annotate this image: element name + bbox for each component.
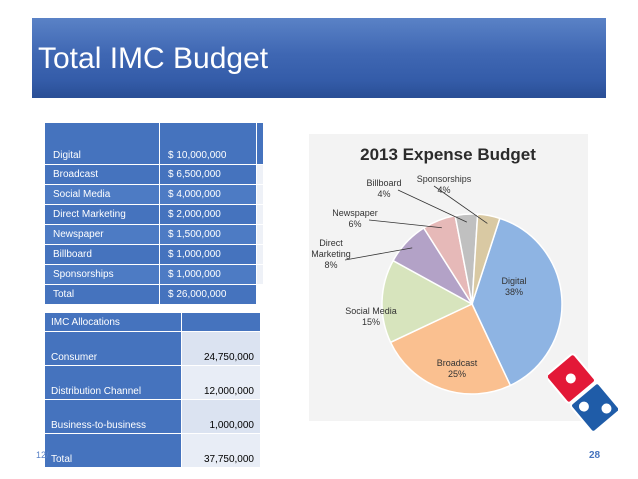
allocation-value: 12,000,000 [181, 365, 261, 400]
title-bar: Total IMC Budget [32, 18, 606, 98]
expense-value: $ 4,000,000 [159, 184, 257, 205]
table-cell-spacer [256, 284, 264, 305]
allocation-label: Consumer [44, 331, 182, 366]
allocation-label: Total [44, 433, 182, 468]
table-row: Direct Marketing $ 2,000,000 [44, 204, 264, 225]
expense-table: Digital $ 10,000,000 Broadcast $ 6,500,0… [44, 122, 264, 305]
allocation-value: 37,750,000 [181, 433, 261, 468]
expense-label: Social Media [44, 184, 160, 205]
pie-slice-digital [471, 217, 563, 387]
allocation-label: Distribution Channel [44, 365, 182, 400]
footer-date: 12/ [36, 450, 49, 460]
pie-slice-social-media [381, 259, 474, 344]
expense-pie-chart: 2013 Expense Budget Digital 38% Broadcast 2… [309, 134, 588, 421]
page-number: 28 [589, 450, 601, 461]
allocation-value: 24,750,000 [181, 331, 261, 366]
expense-label: Direct Marketing [44, 204, 160, 225]
pie-slice-broadcast [389, 303, 512, 395]
pie-label-broadcast: Broadcast 25% [437, 358, 478, 379]
pie-label-billboard: Billboard 4% [366, 178, 401, 199]
table-row: Billboard $ 1,000,000 [44, 244, 264, 265]
table-cell-spacer [256, 244, 264, 265]
slide-title: Total IMC Budget [38, 42, 269, 75]
expense-label: Digital [44, 122, 160, 165]
allocation-value: 1,000,000 [181, 399, 261, 434]
table-row: Business-to-business 1,000,000 [44, 399, 261, 434]
title-bar-shade [32, 80, 606, 98]
expense-value: $ 6,500,000 [159, 164, 257, 185]
expense-value: $ 1,500,000 [159, 224, 257, 245]
expense-label: Newspaper [44, 224, 160, 245]
allocation-label: Business-to-business [44, 399, 182, 434]
table-row: IMC Allocations [44, 312, 261, 332]
table-row: Total 37,750,000 [44, 433, 261, 468]
expense-label: Total [44, 284, 160, 305]
table-cell-spacer [256, 204, 264, 225]
pie-leader-line [368, 219, 442, 229]
expense-label: Billboard [44, 244, 160, 265]
pie-leader-line [344, 247, 413, 261]
allocation-header-spacer [181, 312, 261, 332]
table-row: Total $ 26,000,000 [44, 284, 264, 305]
table-cell-spacer [256, 264, 264, 285]
pie-labels: Digital 38% Broadcast 25% Social Media 15% Dir… [311, 174, 526, 379]
expense-value: $ 10,000,000 [159, 122, 257, 165]
pie-label-direct-marketing: Direct Marketing 8% [311, 238, 351, 270]
pie-label-social-media: Social Media 15% [345, 306, 397, 327]
expense-value: $ 1,000,000 [159, 244, 257, 265]
table-row: Social Media $ 4,000,000 [44, 184, 264, 205]
pie-leader-line [397, 189, 468, 223]
chart-title: 2013 Expense Budget [360, 145, 536, 164]
allocation-table: IMC Allocations Consumer 24,750,000 Dist… [44, 312, 261, 468]
table-cell-spacer [256, 122, 264, 165]
pie-chart-svg: 2013 Expense Budget Digital 38% Broadcast 2… [311, 145, 563, 395]
table-cell-spacer [256, 184, 264, 205]
pie-slices [381, 213, 563, 395]
table-row: Consumer 24,750,000 [44, 331, 261, 366]
expense-label: Sponsorships [44, 264, 160, 285]
expense-value: $ 26,000,000 [159, 284, 257, 305]
table-row: Distribution Channel 12,000,000 [44, 365, 261, 400]
pie-label-newspaper: Newspaper 6% [332, 208, 378, 229]
table-row: Digital $ 10,000,000 [44, 122, 264, 165]
domino-logo-icon [548, 353, 618, 433]
pie-label-digital: Digital 38% [501, 276, 526, 297]
expense-label: Broadcast [44, 164, 160, 185]
expense-value: $ 2,000,000 [159, 204, 257, 225]
table-row: Sponsorships $ 1,000,000 [44, 264, 264, 285]
expense-value: $ 1,000,000 [159, 264, 257, 285]
pie-leader-line [433, 185, 488, 224]
table-row: Newspaper $ 1,500,000 [44, 224, 264, 245]
table-cell-spacer [256, 164, 264, 185]
table-cell-spacer [256, 224, 264, 245]
table-row: Broadcast $ 6,500,000 [44, 164, 264, 185]
pie-label-sponsorships: Sponsorships 4% [417, 174, 472, 195]
allocation-header: IMC Allocations [44, 312, 182, 332]
pie-slice-sponsorships [471, 213, 501, 305]
